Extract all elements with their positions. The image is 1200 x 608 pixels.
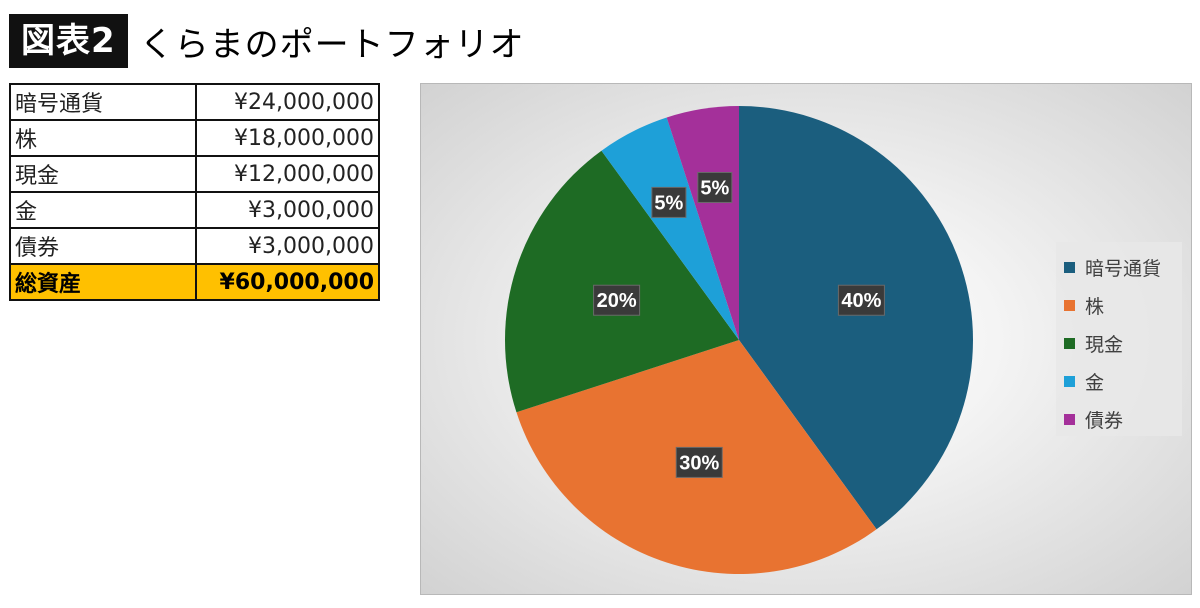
legend-item: 株	[1064, 286, 1182, 324]
data-label-3: 20%	[593, 284, 641, 316]
row-label: 金	[9, 191, 197, 229]
legend-swatch	[1064, 337, 1075, 349]
row-value: ¥18,000,000	[195, 119, 380, 157]
table-row: 株 ¥18,000,000	[9, 119, 380, 157]
pie-chart-area: 40% 30% 20% 5% 5% 暗号通貨株現金金債券	[420, 83, 1192, 595]
row-value: ¥3,000,000	[195, 191, 380, 229]
legend-label: 株	[1085, 295, 1105, 318]
figure-title: くらまのポートフォリオ	[139, 24, 525, 65]
pie-slice-1	[739, 106, 973, 530]
row-value: ¥12,000,000	[195, 155, 380, 193]
pie-slice-5	[666, 106, 739, 340]
legend-item: 金	[1064, 362, 1182, 400]
row-label: 現金	[9, 155, 197, 193]
data-label-text: 20%	[597, 290, 637, 312]
figure-number-badge: 図表2	[9, 14, 128, 68]
data-label-box	[651, 186, 687, 218]
legend-swatch	[1064, 299, 1075, 311]
row-value: ¥24,000,000	[195, 83, 380, 121]
data-label-2: 30%	[675, 446, 723, 478]
table-row: 暗号通貨 ¥24,000,000	[9, 83, 380, 121]
data-label-text: 30%	[679, 452, 719, 474]
legend-swatch	[1064, 261, 1075, 273]
data-label-text: 5%	[700, 177, 729, 199]
data-label-box	[675, 446, 723, 478]
table-row: 債券 ¥3,000,000	[9, 227, 380, 265]
pie-slice-3	[505, 150, 739, 413]
total-label: 総資産	[9, 263, 197, 301]
legend-item: 現金	[1064, 324, 1182, 362]
legend-label: 金	[1085, 371, 1105, 394]
pie-slice-4	[601, 117, 739, 340]
row-label: 株	[9, 119, 197, 157]
total-value: ¥60,000,000	[195, 263, 380, 301]
total-row: 総資産 ¥60,000,000	[9, 263, 380, 301]
row-value: ¥3,000,000	[195, 227, 380, 265]
legend-label: 債券	[1085, 409, 1124, 432]
table-row: 現金 ¥12,000,000	[9, 155, 380, 193]
portfolio-table: 暗号通貨 ¥24,000,000 株 ¥18,000,000 現金 ¥12,00…	[9, 83, 380, 301]
legend-label: 暗号通貨	[1085, 257, 1162, 280]
data-label-4: 5%	[651, 186, 687, 218]
data-label-box	[697, 171, 733, 203]
data-label-box	[837, 284, 885, 316]
legend-swatch	[1064, 375, 1075, 387]
row-label: 暗号通貨	[9, 83, 197, 121]
row-label: 債券	[9, 227, 197, 265]
legend-item: 暗号通貨	[1064, 248, 1182, 286]
table-row: 金 ¥3,000,000	[9, 191, 380, 229]
legend-item: 債券	[1064, 400, 1182, 438]
data-label-1: 40%	[837, 284, 885, 316]
legend-swatch	[1064, 413, 1075, 425]
legend-label: 現金	[1085, 333, 1124, 356]
pie-chart: 40% 30% 20% 5% 5%	[505, 106, 973, 574]
data-label-box	[593, 284, 641, 316]
data-label-5: 5%	[697, 171, 733, 203]
figure-header: 図表2 くらまのポートフォリオ	[9, 14, 525, 68]
chart-legend: 暗号通貨株現金金債券	[1056, 242, 1182, 436]
data-label-text: 5%	[654, 192, 683, 214]
data-label-text: 40%	[841, 290, 881, 312]
